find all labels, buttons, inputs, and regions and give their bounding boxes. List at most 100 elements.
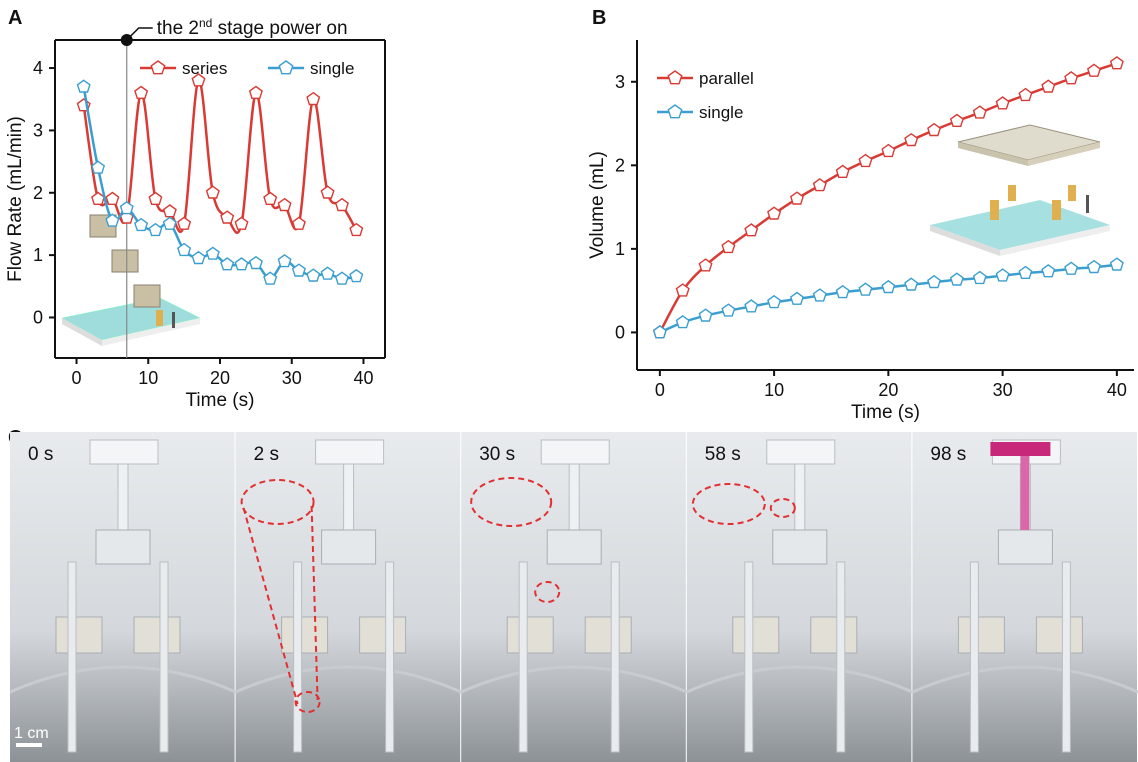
marker: [105, 213, 120, 227]
marker: [744, 299, 759, 313]
marker: [162, 204, 177, 218]
device-left: [55, 616, 103, 654]
zoom-circle: [691, 483, 766, 525]
dish-rim: [911, 665, 1138, 694]
marker: [949, 113, 964, 128]
marker: [234, 257, 249, 271]
marker: [881, 279, 896, 294]
leg: [836, 561, 846, 753]
marker: [234, 216, 249, 230]
marker: [1064, 261, 1079, 275]
inset-device-a: [61, 214, 201, 346]
marker: [105, 191, 120, 206]
marker: [995, 96, 1010, 110]
device-tube: [794, 463, 806, 535]
marker: [767, 294, 782, 309]
marker: [1086, 259, 1102, 274]
marker: [334, 197, 349, 212]
marker: [205, 185, 220, 199]
leg: [518, 561, 528, 753]
legend-marker: [278, 60, 294, 75]
marker: [177, 216, 192, 230]
marker: [291, 216, 306, 230]
x-tick-label: 30: [282, 368, 302, 388]
marker: [119, 201, 134, 215]
marker: [349, 222, 364, 237]
marker: [91, 191, 106, 206]
marker: [721, 239, 736, 254]
marker: [812, 178, 827, 192]
x-tick-label: 10: [138, 368, 158, 388]
device-right: [133, 616, 181, 654]
dish-rim: [686, 665, 914, 694]
marker: [812, 288, 827, 302]
x-tick-label: 0: [72, 368, 82, 388]
legend-label: single: [310, 59, 354, 78]
marker: [904, 132, 919, 147]
marker: [835, 284, 850, 299]
legend-label: series: [182, 59, 227, 78]
scale-bar: [16, 743, 42, 747]
legend-marker: [150, 60, 166, 75]
marker: [1041, 264, 1056, 278]
scale-label: 1 cm: [14, 725, 49, 742]
x-tick-label: 20: [210, 368, 230, 388]
x-tick-label: 40: [1107, 380, 1127, 400]
annotation-leader: [126, 27, 153, 41]
marker: [858, 282, 873, 296]
zoom-circle: [470, 477, 553, 527]
marker: [334, 271, 349, 285]
device-mid: [95, 529, 151, 565]
device-top: [89, 439, 159, 465]
marker: [291, 263, 306, 277]
marker: [191, 250, 206, 265]
legend-marker: [667, 70, 683, 85]
device-left: [506, 616, 554, 654]
y-tick-label: 2: [615, 155, 625, 175]
liquid: [1020, 456, 1030, 530]
marker: [76, 79, 91, 93]
marker: [675, 315, 690, 329]
device-top: [766, 439, 836, 465]
marker: [789, 291, 804, 305]
device-tube: [117, 463, 129, 535]
leg: [293, 561, 303, 753]
marker: [320, 266, 335, 280]
marker: [148, 191, 163, 206]
marker: [134, 85, 149, 100]
device-mid: [997, 529, 1053, 565]
x-tick-label: 20: [878, 380, 898, 400]
device-left: [732, 616, 780, 654]
leg: [969, 561, 979, 753]
marker: [162, 216, 177, 230]
device-top: [315, 439, 385, 465]
y-tick-label: 0: [33, 307, 43, 327]
marker: [263, 191, 278, 206]
x-axis-label: Time (s): [851, 402, 920, 423]
y-tick-label: 2: [33, 183, 43, 203]
y-tick-label: 3: [615, 72, 625, 92]
device-top: [540, 439, 610, 465]
marker: [1041, 79, 1056, 93]
legend-label: single: [699, 103, 743, 122]
marker: [858, 153, 873, 168]
marker: [927, 274, 942, 289]
y-tick-label: 3: [33, 120, 43, 140]
marker: [263, 271, 278, 285]
marker: [177, 242, 192, 257]
marker: [698, 308, 713, 322]
marker: [675, 283, 690, 297]
dish-rim: [460, 665, 688, 694]
marker: [1064, 71, 1079, 85]
annotation: the 2nd stage power on: [157, 16, 348, 39]
marker: [744, 223, 759, 237]
marker: [277, 197, 292, 212]
x-tick-label: 30: [993, 380, 1013, 400]
marker: [927, 122, 942, 137]
marker: [972, 270, 987, 285]
leg: [67, 561, 77, 753]
marker: [134, 217, 149, 232]
marker: [995, 268, 1010, 282]
marker: [220, 210, 235, 224]
